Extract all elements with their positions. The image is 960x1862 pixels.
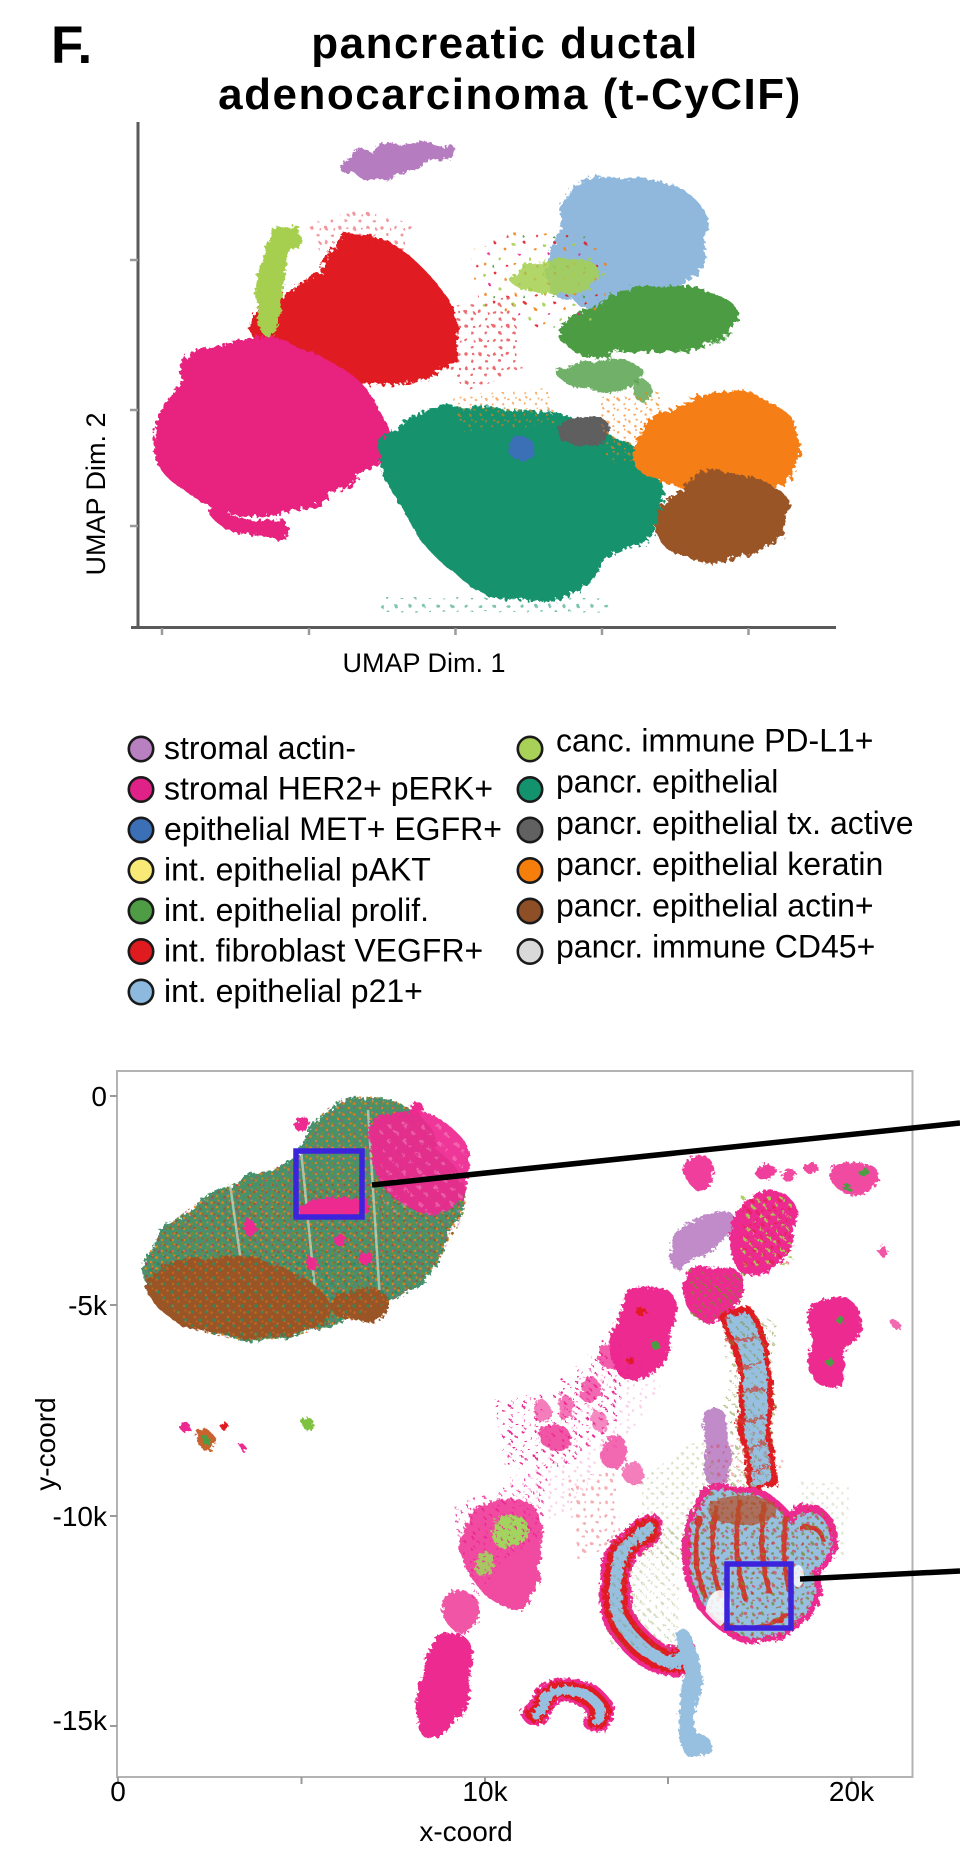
svg-text:x-coord: x-coord — [419, 1816, 512, 1847]
svg-text:-15k: -15k — [53, 1705, 108, 1736]
svg-text:pancr. epithelial: pancr. epithelial — [556, 764, 778, 800]
svg-text:pancr. immune CD45+: pancr. immune CD45+ — [556, 929, 875, 965]
svg-text:stromal HER2+ pERK+: stromal HER2+ pERK+ — [164, 771, 493, 807]
svg-text:stromal actin-: stromal actin- — [164, 730, 356, 766]
svg-text:0: 0 — [91, 1081, 107, 1112]
svg-text:int. epithelial prolif.: int. epithelial prolif. — [164, 892, 429, 928]
svg-text:pancr. epithelial tx. active: pancr. epithelial tx. active — [556, 805, 914, 841]
svg-text:-10k: -10k — [53, 1501, 108, 1532]
svg-text:UMAP Dim. 1: UMAP Dim. 1 — [342, 648, 505, 678]
svg-text:10k: 10k — [462, 1776, 508, 1807]
svg-text:canc. immune PD-L1+: canc. immune PD-L1+ — [556, 723, 873, 759]
svg-text:UMAP Dim. 2: UMAP Dim. 2 — [81, 412, 111, 575]
svg-text:int. epithelial p21+: int. epithelial p21+ — [164, 973, 423, 1009]
svg-text:int. epithelial pAKT: int. epithelial pAKT — [164, 852, 431, 888]
svg-text:epithelial MET+ EGFR+: epithelial MET+ EGFR+ — [164, 811, 502, 847]
svg-text:pancreatic ductal: pancreatic ductal — [311, 19, 698, 68]
svg-text:y-coord: y-coord — [30, 1397, 61, 1490]
svg-text:0: 0 — [110, 1776, 126, 1807]
svg-text:pancr. epithelial keratin: pancr. epithelial keratin — [556, 846, 883, 882]
svg-text:int. fibroblast VEGFR+: int. fibroblast VEGFR+ — [164, 933, 483, 969]
svg-text:pancr. epithelial actin+: pancr. epithelial actin+ — [556, 887, 874, 923]
svg-text:-5k: -5k — [68, 1290, 108, 1321]
svg-text:adenocarcinoma (t-CyCIF): adenocarcinoma (t-CyCIF) — [218, 70, 802, 119]
svg-text:F.: F. — [51, 16, 92, 75]
svg-text:20k: 20k — [829, 1776, 875, 1807]
